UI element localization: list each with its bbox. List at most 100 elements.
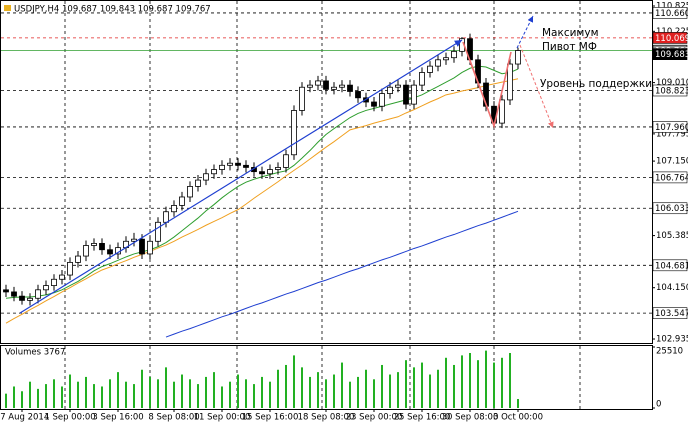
y-tick-label: 107.795	[656, 129, 688, 139]
candle-body	[99, 242, 105, 251]
level-label-box	[652, 7, 688, 19]
x-tick-label: 30 Sep 08:00	[442, 413, 499, 423]
candle-body	[275, 167, 281, 170]
candle-body	[179, 196, 185, 206]
x-tick-label: 11 Sep 00:00	[194, 413, 251, 423]
candle-body	[107, 249, 113, 255]
candle-body	[227, 162, 233, 166]
x-tick-label: 8 Sep 08:00	[148, 413, 199, 423]
x-tick-label: 18 Sep 08:00	[298, 413, 355, 423]
candle-body	[403, 84, 409, 105]
candle-body	[235, 162, 241, 166]
candle-body	[155, 221, 161, 242]
x-tick-label: 23 Sep 00:00	[346, 413, 403, 423]
candle-body	[67, 261, 73, 276]
candle-body	[187, 186, 193, 198]
candle-body	[19, 295, 25, 301]
y-tick-label: 110.225	[656, 27, 688, 37]
candle-body	[435, 59, 441, 67]
x-tick-label: 3 Oct 00:00	[493, 413, 543, 423]
candle-body	[243, 164, 249, 168]
candle-body	[443, 57, 449, 61]
annotation: Уровень поддержки	[540, 78, 652, 90]
volume-tick-label: 0	[656, 400, 661, 410]
candle-body	[211, 169, 217, 175]
candle-body	[395, 84, 401, 88]
drawings	[4, 5, 554, 314]
candle-body	[171, 205, 177, 213]
candle-body	[219, 164, 225, 170]
candle-body	[307, 84, 313, 88]
level-label-box	[652, 32, 688, 44]
candle-body	[35, 289, 41, 299]
candle-body	[387, 86, 393, 94]
symbol-icon	[4, 5, 11, 11]
candle-body	[27, 297, 33, 301]
forecast-up	[516, 15, 534, 49]
candle-body	[371, 101, 377, 107]
candle-body	[83, 245, 89, 257]
candle-body	[203, 173, 209, 181]
pattern-line	[469, 59, 495, 127]
level-label-box	[652, 202, 688, 215]
y-tick-label: 110.825	[656, 1, 688, 11]
candle-body	[147, 240, 153, 255]
candle-body	[75, 255, 81, 263]
x-tick-label: 27 Aug 2014	[0, 413, 49, 423]
level-label: 108.823	[655, 86, 688, 96]
candle-body	[195, 179, 201, 187]
y-tick-label: 102.935	[656, 334, 688, 344]
y-tick-label: 109.010	[656, 78, 688, 88]
candle-body	[139, 238, 145, 255]
level-label: 107.960	[655, 123, 688, 133]
candle-body	[11, 291, 17, 297]
level-label-box	[652, 84, 688, 97]
volume-tick-label: 25510	[656, 347, 683, 357]
level-label: 110.660	[655, 9, 688, 19]
plot-layer	[1, 12, 652, 408]
candle-body	[507, 63, 513, 101]
candle-body	[91, 242, 97, 246]
y-tick-label: 105.385	[656, 231, 688, 241]
candle-body	[163, 211, 169, 223]
level-label-box	[652, 121, 688, 133]
x-tick-label: 15 Sep 16:00	[242, 413, 299, 423]
level-label: 103.547	[655, 309, 688, 319]
candle-body	[283, 154, 289, 168]
level-label: 106.764	[655, 173, 688, 183]
candle-body	[515, 50, 521, 65]
candle-body	[291, 110, 297, 156]
volume-label: Volumes 3767	[5, 348, 65, 358]
annotation: Максимум	[542, 27, 599, 39]
candle-body	[259, 171, 265, 175]
moving-average	[165, 210, 519, 338]
candle-body	[379, 93, 385, 107]
candle-body	[331, 86, 337, 90]
trend-arrow	[19, 39, 463, 314]
candle-body	[451, 50, 457, 59]
main-frame	[0, 0, 653, 344]
y-tick-label: 104.150	[656, 283, 688, 293]
level-label-box	[652, 259, 688, 272]
y-tick-label: 107.150	[656, 157, 688, 167]
x-tick-label: 25 Sep 16:00	[394, 413, 451, 423]
candle-body	[323, 80, 329, 90]
candle-body	[51, 278, 57, 287]
level-label-box	[652, 307, 688, 319]
x-tick-label: 1 Sep 00:00	[44, 413, 95, 423]
candle-body	[419, 72, 425, 86]
candle-body	[427, 65, 433, 73]
candle-body	[355, 91, 361, 99]
level-label: 106.033	[655, 204, 688, 214]
moving-average	[5, 78, 519, 324]
candle-body	[43, 285, 49, 291]
level-label-box	[652, 48, 688, 60]
chart-title: USDJPY,H4 109.687 109.843 109.687 109.76…	[14, 5, 211, 15]
candle-body	[499, 99, 505, 124]
level-label-box	[652, 171, 688, 184]
candle-body	[299, 86, 305, 111]
annotation: Пивот МФ	[542, 41, 597, 53]
level-label: 104.681	[655, 261, 688, 271]
